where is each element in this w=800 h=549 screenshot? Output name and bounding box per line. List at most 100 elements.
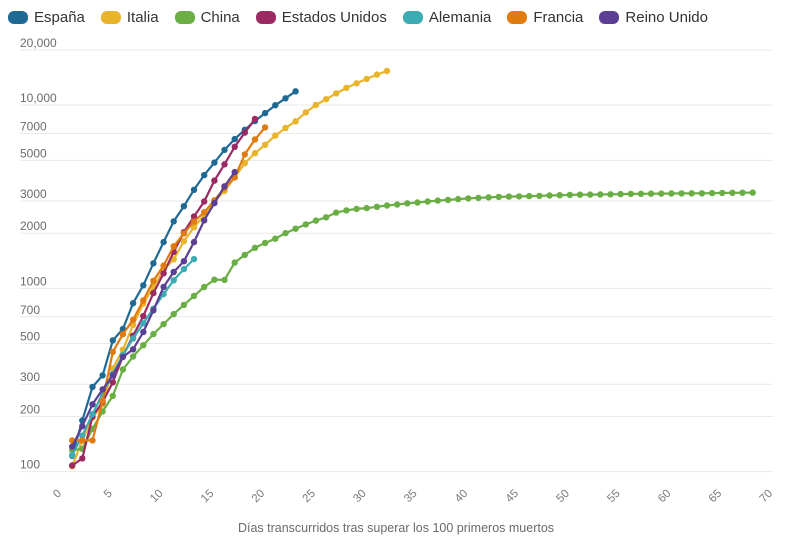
data-point: [201, 209, 208, 216]
data-point: [99, 386, 106, 393]
data-point: [170, 243, 177, 250]
data-point: [190, 238, 198, 246]
data-point: [241, 160, 248, 167]
data-point: [282, 95, 289, 102]
data-point: [211, 276, 218, 283]
y-tick-label: 3000: [20, 187, 47, 201]
data-point: [353, 80, 360, 87]
data-point: [160, 283, 167, 291]
data-point: [180, 230, 188, 237]
data-point: [109, 392, 117, 400]
data-point: [678, 190, 685, 197]
data-point: [180, 238, 188, 245]
data-point: [282, 124, 289, 132]
data-point: [688, 190, 695, 197]
data-point: [211, 177, 218, 184]
data-point: [434, 197, 441, 204]
data-point: [180, 258, 188, 265]
data-point: [363, 204, 370, 212]
data-point: [160, 270, 167, 277]
data-point: [180, 203, 188, 210]
data-point: [150, 260, 157, 267]
x-tick-label: 35: [402, 488, 420, 506]
x-tick-label: 60: [656, 488, 674, 506]
data-point: [69, 451, 76, 459]
y-tick-label: 500: [20, 330, 40, 344]
data-point: [515, 193, 523, 200]
data-point: [505, 193, 513, 200]
x-axis-label: Días transcurridos tras superar los 100 …: [238, 521, 554, 535]
legend-swatch: [100, 11, 121, 24]
data-point: [160, 238, 167, 246]
data-point: [576, 191, 584, 198]
data-point: [140, 342, 147, 349]
data-point: [251, 115, 259, 123]
data-point: [201, 217, 208, 224]
data-point: [373, 71, 381, 78]
data-point: [170, 268, 177, 276]
data-point: [658, 190, 665, 197]
data-point: [89, 401, 96, 408]
data-point: [99, 372, 106, 379]
legend-item[interactable]: Italia: [100, 9, 159, 26]
data-point: [251, 149, 259, 157]
x-tick-label: 25: [301, 488, 319, 506]
data-point: [353, 205, 360, 213]
legend-item[interactable]: China: [174, 9, 240, 26]
data-point: [322, 214, 330, 221]
y-tick-label: 10,000: [20, 91, 57, 105]
data-point: [119, 331, 127, 338]
data-point: [231, 259, 238, 266]
series-group: [69, 168, 238, 450]
data-point: [526, 192, 533, 200]
y-tick-label: 700: [20, 303, 40, 317]
data-point: [190, 292, 198, 300]
x-tick-label: 30: [351, 488, 369, 506]
y-tick-label: 2000: [20, 219, 47, 233]
data-point: [333, 90, 340, 97]
data-point: [282, 229, 289, 237]
data-point: [424, 198, 431, 205]
data-point: [201, 171, 208, 179]
data-point: [79, 455, 86, 462]
data-point: [739, 189, 746, 196]
data-point: [221, 183, 228, 190]
data-point: [190, 186, 198, 193]
data-point: [89, 383, 96, 391]
legend-swatch: [174, 11, 195, 24]
data-point: [160, 262, 167, 269]
data-point: [129, 346, 137, 353]
data-point: [637, 190, 645, 197]
legend-item[interactable]: Alemania: [402, 9, 492, 26]
legend-item[interactable]: España: [8, 9, 85, 26]
data-point: [190, 255, 198, 263]
legend-item[interactable]: Francia: [507, 9, 583, 26]
data-point: [180, 301, 188, 309]
x-tick-label: 45: [504, 488, 522, 506]
legend-item[interactable]: Estados Unidos: [255, 9, 387, 26]
data-point: [99, 397, 106, 405]
data-point: [190, 213, 198, 220]
y-axis-ticks: 100 200 300 500 700 1000 2000 3000 5000 7000 10,00…: [20, 36, 57, 472]
data-point: [129, 316, 137, 323]
data-point: [495, 193, 502, 201]
legend: España Italia China Estados Unidos Alemania F…: [8, 9, 724, 26]
data-point: [201, 198, 208, 205]
data-point: [647, 190, 655, 197]
series-group: [69, 124, 269, 444]
grid-layer: [20, 49, 773, 473]
x-tick-label: 50: [554, 488, 572, 506]
data-point: [261, 124, 269, 131]
legend-item[interactable]: Reino Unido: [599, 9, 708, 26]
data-point: [140, 282, 147, 289]
data-point: [302, 109, 309, 116]
data-point: [343, 207, 350, 214]
data-point: [729, 189, 736, 196]
legend-swatch: [599, 11, 620, 24]
legend-label: Alemania: [428, 9, 492, 26]
data-point: [719, 189, 726, 197]
data-point: [668, 190, 675, 197]
data-point: [617, 190, 624, 198]
data-point: [231, 168, 238, 176]
